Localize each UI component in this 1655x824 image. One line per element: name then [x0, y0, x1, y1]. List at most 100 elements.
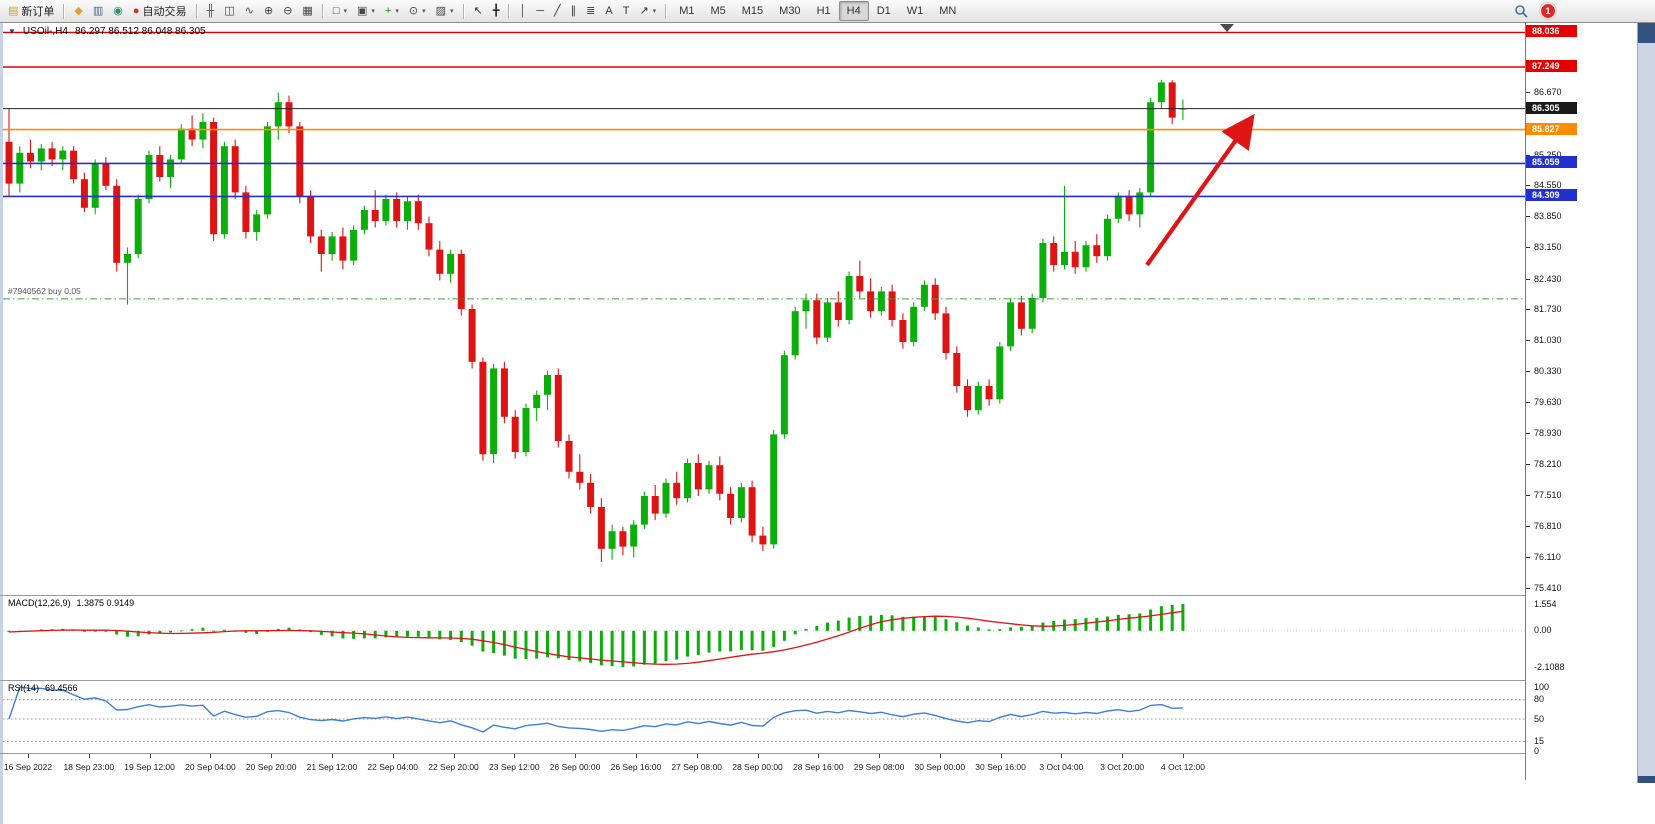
price-tick-label: 78.930 [1534, 427, 1562, 438]
vertical-line-button[interactable]: │ [514, 1, 531, 21]
periods-button[interactable]: ⊙ ▾ [404, 1, 431, 21]
search-icon[interactable] [1514, 4, 1528, 18]
time-tick-mark [1183, 754, 1184, 758]
trendline-icon: ╱ [554, 4, 561, 17]
time-tick-mark [757, 754, 759, 758]
tf-h1-button[interactable]: H1 [809, 1, 839, 21]
rsi-panel[interactable]: RSI(14) 69.4566 [3, 681, 1525, 753]
bar-chart-button[interactable]: ╫ [202, 1, 220, 21]
price-scale[interactable]: 86.670 85.250 84.550 83.850 83.150 82.430 81.7… [1525, 23, 1638, 780]
trendline-button[interactable]: ╱ [549, 1, 566, 21]
price-tick-mark [1526, 495, 1530, 497]
notification-badge[interactable]: 1 [1540, 3, 1556, 19]
channel-button[interactable]: ∥ [566, 1, 582, 21]
tf-d1-button-label: D1 [876, 5, 891, 17]
price-tick-label: 76.110 [1534, 551, 1561, 562]
macd-tick-label: 0.00 [1534, 625, 1552, 636]
price-tick-label: 81.730 [1534, 304, 1562, 315]
right-scrollbar[interactable] [1637, 23, 1655, 783]
time-tick-mark [149, 754, 151, 758]
text-label-button[interactable]: T [618, 1, 635, 21]
time-tick-mark [514, 754, 516, 758]
chart-shift-marker[interactable] [1220, 24, 1234, 32]
time-tick-mark [453, 754, 455, 758]
new-chart-button[interactable]: □ ▾ [328, 1, 352, 21]
window-menu-icon[interactable]: ▼ [8, 27, 16, 36]
macd-values: 1.3875 0.9149 [76, 598, 135, 608]
cursor-button[interactable]: ↖ [469, 1, 488, 21]
chart-ohlc-values: 86.297 86.512 86.048 86.305 [74, 26, 206, 37]
candlestick-button[interactable]: ◫ [219, 1, 239, 21]
scrollbar-top-cap [1638, 23, 1655, 43]
price-badge: 85.827 [1526, 122, 1577, 135]
rsi-value: 69.4566 [45, 683, 78, 693]
price-tick-mark [1526, 525, 1530, 527]
price-tick-label: 83.150 [1534, 241, 1562, 252]
tf-w1-button[interactable]: W1 [899, 1, 932, 21]
price-tick-mark [1526, 587, 1530, 589]
panel-splitter[interactable] [0, 680, 1655, 681]
tf-m15-button[interactable]: M15 [734, 1, 771, 21]
macd-canvas [3, 604, 1525, 667]
line-chart-button[interactable]: ∿ [240, 1, 259, 21]
tf-m1-button[interactable]: M1 [671, 1, 702, 21]
time-axis[interactable]: 16 Sep 2022 18 Sep 23:00 19 Sep 12:00 20 Se… [3, 754, 1525, 780]
main-chart-canvas [3, 24, 1525, 562]
price-tick-label: 85.250 [1534, 149, 1562, 160]
time-tick-mark [1122, 754, 1124, 758]
data-window-button[interactable]: ◉ [108, 1, 128, 21]
templates-button[interactable]: ▨ ▾ [431, 1, 459, 21]
price-tick-label: 76.810 [1534, 520, 1562, 531]
tf-d1-button[interactable]: D1 [869, 1, 899, 21]
rsi-tick-label: 100 [1534, 681, 1550, 692]
zoom-in-button[interactable]: ⊕ [259, 1, 278, 21]
toolbar-items: ▤ 新订单 ◆ ▥ ◉ ● 自动交易 ╫ ◫ ∿ ⊕ ⊖ ▦ □ ▾ ▣ ▾ + ▾ ⊙ ▾ ▨ ▾ ↖ ╋ │ ─ ╱ ∥ ≣ A T ↗ ▾ M… [3, 0, 964, 22]
auto-trading-button[interactable]: ● 自动交易 [128, 1, 192, 21]
time-label: 28 Sep 16:00 [793, 762, 844, 772]
toolbar-separator [462, 3, 465, 19]
crosshair-icon: ╋ [492, 4, 500, 17]
horizontal-line-button[interactable]: ─ [531, 1, 549, 21]
price-tick-label: 79.630 [1534, 396, 1562, 407]
trend-arrow[interactable] [1145, 113, 1255, 267]
dropdown-arrow-icon: ▾ [652, 8, 657, 15]
tile-windows-button[interactable]: ▦ [297, 1, 317, 21]
tf-mn-button[interactable]: MN [931, 1, 964, 21]
tf-m5-button[interactable]: M5 [702, 1, 733, 21]
price-tick-mark [1526, 432, 1530, 434]
tf-m30-button[interactable]: M30 [771, 1, 808, 21]
indicators-button[interactable]: + ▾ [380, 1, 404, 21]
time-label: 30 Sep 16:00 [975, 762, 1026, 772]
vertical-line-icon: │ [519, 4, 527, 17]
macd-panel[interactable]: MACD(12,26,9) 1.3875 0.9149 [3, 596, 1525, 680]
dropdown-arrow-icon: ▾ [450, 8, 454, 15]
main-chart[interactable]: ▼ USOil-,H4 86.297 86.512 86.048 86.305 … [3, 23, 1525, 595]
market-watch-button[interactable]: ▥ [88, 1, 108, 21]
chart-symbol-period: USOil-,H4 [22, 26, 68, 37]
tf-h4-button[interactable]: H4 [838, 1, 869, 21]
zoom-out-button[interactable]: ⊖ [278, 1, 297, 21]
price-tick-mark [1526, 185, 1530, 187]
data-window-icon: ◉ [113, 4, 123, 17]
price-tick-mark [1526, 464, 1530, 466]
fibonacci-button[interactable]: ≣ [581, 1, 600, 21]
time-tick-mark [818, 754, 820, 758]
tf-h4-button-label: H4 [846, 5, 861, 17]
price-tick-label: 78.210 [1534, 459, 1562, 470]
new-order-button[interactable]: ▤ 新订单 [3, 1, 59, 21]
macd-label: MACD(12,26,9) 1.3875 0.9149 [8, 598, 134, 608]
toolbar-separator [665, 3, 668, 19]
profiles-button[interactable]: ▣ ▾ [352, 1, 380, 21]
text-button[interactable]: A [600, 1, 617, 21]
crosshair-button[interactable]: ╋ [488, 1, 505, 21]
metaeditor-button[interactable]: ◆ [69, 1, 87, 21]
panel-splitter[interactable] [0, 595, 1655, 596]
arrows-button[interactable]: ↗ ▾ [634, 1, 661, 21]
rsi-canvas [3, 686, 1525, 742]
price-tick-mark [1526, 154, 1530, 156]
time-tick-mark [210, 754, 212, 758]
panel-splitter[interactable] [0, 753, 1655, 754]
time-label: 29 Sep 08:00 [853, 762, 905, 772]
text-icon: A [605, 4, 613, 17]
candlestick-series [5, 79, 1187, 562]
